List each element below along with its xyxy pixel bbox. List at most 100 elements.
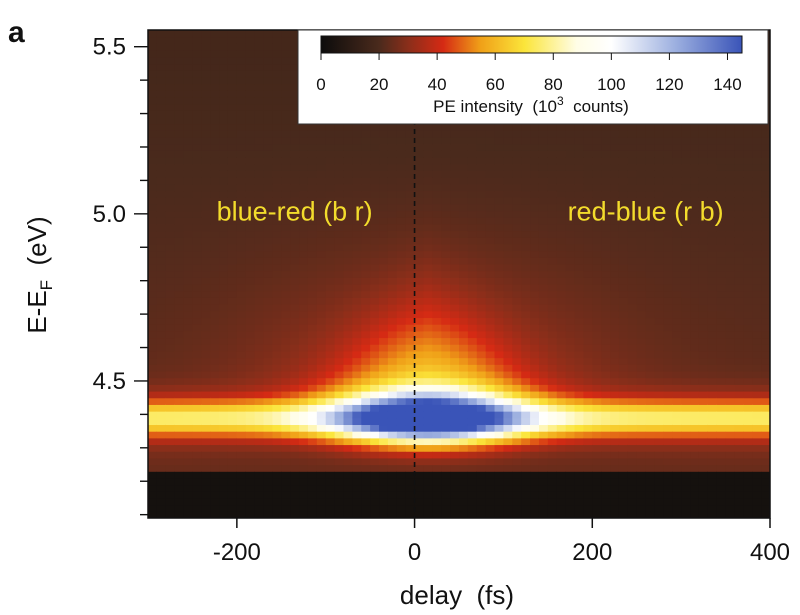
heatmap-cell	[521, 370, 531, 379]
heatmap-cell	[352, 484, 362, 492]
heatmap-cell	[503, 237, 513, 245]
heatmap-cell	[290, 357, 300, 365]
heatmap-cell	[645, 217, 656, 225]
heatmap-cell	[165, 237, 176, 245]
heatmap-cell	[556, 263, 567, 272]
heatmap-cell	[307, 477, 318, 486]
heatmap-cell	[698, 170, 709, 178]
heatmap-cell	[219, 163, 229, 171]
heatmap-cell	[210, 170, 220, 178]
heatmap-cell	[219, 324, 229, 332]
heatmap-cell	[565, 390, 576, 399]
heatmap-cell	[183, 30, 194, 38]
heatmap-cell	[698, 257, 709, 265]
heatmap-cell	[503, 497, 513, 506]
heatmap-cell	[485, 230, 496, 238]
heatmap-cell	[681, 210, 691, 218]
heatmap-cell	[716, 350, 727, 359]
heatmap-cell	[547, 203, 558, 212]
heatmap-cell	[272, 464, 282, 472]
heatmap-cell	[219, 390, 229, 399]
heatmap-cell	[636, 203, 647, 212]
heatmap-cell	[201, 223, 211, 232]
heatmap-cell	[707, 257, 718, 265]
heatmap-cell	[219, 504, 229, 512]
heatmap-cell	[707, 130, 718, 138]
heatmap-cell	[192, 63, 202, 71]
heatmap-cell	[343, 397, 353, 405]
heatmap-cell	[245, 63, 256, 71]
heatmap-cell	[707, 163, 718, 171]
heatmap-cell	[174, 464, 185, 472]
heatmap-cell	[387, 451, 398, 459]
heatmap-cell	[156, 257, 167, 265]
heatmap-cell	[503, 170, 513, 178]
heatmap-cell	[405, 217, 416, 225]
heatmap-cell	[183, 384, 194, 392]
heatmap-cell	[521, 464, 531, 472]
heatmap-cell	[272, 70, 282, 78]
heatmap-cell	[405, 431, 416, 439]
heatmap-cell	[645, 237, 656, 245]
heatmap-cell	[192, 417, 202, 426]
heatmap-cell	[476, 411, 487, 419]
heatmap-cell	[210, 364, 220, 372]
heatmap-cell	[645, 424, 656, 432]
heatmap-cell	[707, 377, 718, 385]
heatmap-cell	[423, 344, 433, 352]
heatmap-cell	[459, 143, 469, 151]
heatmap-cell	[174, 404, 185, 412]
heatmap-cell	[201, 123, 211, 131]
heatmap-cell	[672, 464, 682, 472]
heatmap-cell	[290, 451, 300, 459]
heatmap-cell	[521, 437, 531, 446]
heatmap-cell	[174, 110, 185, 118]
heatmap-cell	[601, 237, 611, 245]
heatmap-cell	[645, 270, 656, 278]
heatmap-cell	[183, 70, 194, 78]
heatmap-cell	[183, 223, 194, 232]
heatmap-cell	[156, 130, 167, 138]
heatmap-cell	[734, 257, 744, 265]
heatmap-cell	[343, 277, 353, 285]
heatmap-cell	[503, 364, 513, 372]
heatmap-cell	[254, 350, 265, 359]
heatmap-cell	[645, 290, 656, 298]
heatmap-cell	[361, 344, 371, 352]
heatmap-cell	[681, 404, 691, 412]
heatmap-cell	[645, 250, 656, 258]
heatmap-cell	[467, 250, 478, 258]
heatmap-cell	[592, 203, 602, 212]
heatmap-cell	[725, 177, 736, 185]
heatmap-cell	[592, 404, 602, 412]
heatmap-cell	[405, 497, 416, 506]
heatmap-cell	[441, 384, 451, 392]
heatmap-cell	[459, 497, 469, 506]
heatmap-cell	[165, 103, 176, 111]
heatmap-cell	[325, 217, 336, 225]
heatmap-cell	[299, 477, 309, 486]
heatmap-cell	[574, 457, 584, 466]
heatmap-cell	[316, 284, 327, 292]
heatmap-cell	[521, 411, 531, 419]
heatmap-cell	[654, 230, 664, 238]
heatmap-cell	[379, 237, 389, 245]
heatmap-cell	[583, 223, 593, 232]
heatmap-cell	[734, 324, 744, 332]
heatmap-cell	[734, 330, 744, 339]
heatmap-cell	[601, 243, 611, 252]
heatmap-cell	[219, 317, 229, 325]
heatmap-cell	[734, 210, 744, 218]
heatmap-cell	[183, 56, 194, 65]
heatmap-cell	[725, 344, 736, 352]
heatmap-cell	[299, 397, 309, 405]
heatmap-cell	[627, 511, 638, 518]
heatmap-cell	[618, 284, 629, 292]
heatmap-cell	[432, 504, 442, 512]
heatmap-cell	[201, 197, 211, 205]
heatmap-cell	[565, 257, 576, 265]
heatmap-cell	[547, 290, 558, 298]
heatmap-cell	[672, 277, 682, 285]
heatmap-cell	[485, 324, 496, 332]
heatmap-cell	[663, 243, 673, 252]
